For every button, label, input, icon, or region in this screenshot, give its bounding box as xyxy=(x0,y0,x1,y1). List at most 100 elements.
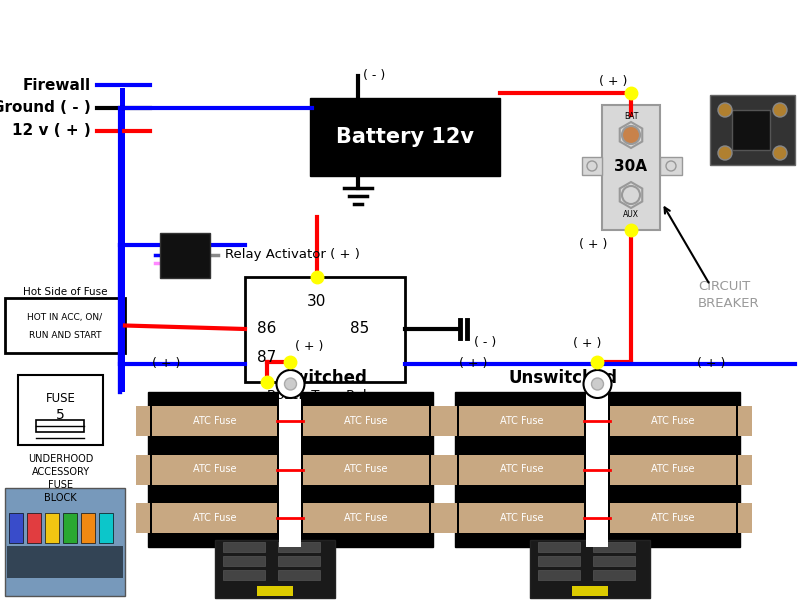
Bar xyxy=(310,98,499,176)
Bar xyxy=(136,406,150,436)
Text: ATC Fuse: ATC Fuse xyxy=(344,513,388,522)
Text: ( - ): ( - ) xyxy=(362,69,385,83)
Text: ATC Fuse: ATC Fuse xyxy=(650,416,694,426)
Bar xyxy=(609,454,735,484)
Text: ATC Fuse: ATC Fuse xyxy=(193,416,236,426)
Text: Unswitched: Unswitched xyxy=(508,369,617,387)
Bar xyxy=(279,392,301,547)
Text: ATC Fuse: ATC Fuse xyxy=(344,464,388,475)
Bar xyxy=(222,556,265,566)
Text: AUX: AUX xyxy=(622,211,638,219)
Bar xyxy=(609,503,735,533)
Bar xyxy=(430,454,444,484)
Bar xyxy=(99,513,113,543)
Bar xyxy=(303,503,429,533)
Text: BAT: BAT xyxy=(623,112,638,121)
Bar xyxy=(709,95,794,165)
Text: ( - ): ( - ) xyxy=(474,336,495,350)
Bar xyxy=(152,406,277,436)
Bar xyxy=(731,110,769,150)
Text: HOT IN ACC, ON/: HOT IN ACC, ON/ xyxy=(27,313,103,323)
Text: 85: 85 xyxy=(350,321,369,336)
Circle shape xyxy=(772,146,786,160)
Bar xyxy=(601,105,659,230)
Text: Bosch Type Relay: Bosch Type Relay xyxy=(267,390,382,402)
Bar xyxy=(585,392,608,547)
Bar xyxy=(442,503,456,533)
Circle shape xyxy=(583,370,611,398)
Bar xyxy=(120,88,124,392)
Text: ATC Fuse: ATC Fuse xyxy=(344,416,388,426)
Circle shape xyxy=(622,186,639,204)
Text: ( + ): ( + ) xyxy=(578,239,606,251)
Circle shape xyxy=(772,103,786,117)
Bar xyxy=(459,454,584,484)
Text: Relay Activator ( + ): Relay Activator ( + ) xyxy=(225,248,360,262)
Text: ( + ): ( + ) xyxy=(152,358,180,370)
Bar xyxy=(278,542,320,552)
Text: Hot Side of Fuse: Hot Side of Fuse xyxy=(22,287,107,297)
Bar xyxy=(609,406,735,436)
Bar xyxy=(27,513,41,543)
Bar xyxy=(737,406,751,436)
Text: Battery 12v: Battery 12v xyxy=(336,127,474,147)
Bar xyxy=(5,298,124,353)
Bar xyxy=(160,233,210,278)
Circle shape xyxy=(276,370,304,398)
Bar xyxy=(430,406,444,436)
Text: BLOCK: BLOCK xyxy=(44,493,77,503)
Bar xyxy=(593,542,634,552)
Text: ATC Fuse: ATC Fuse xyxy=(193,513,236,522)
Text: ( + ): ( + ) xyxy=(695,358,724,370)
Bar xyxy=(278,570,320,580)
Circle shape xyxy=(717,146,731,160)
Bar xyxy=(571,586,607,596)
Bar xyxy=(245,277,405,382)
Bar xyxy=(7,546,123,578)
Text: ACCESSORY: ACCESSORY xyxy=(31,467,89,477)
Text: 30: 30 xyxy=(307,295,326,309)
Bar xyxy=(537,570,579,580)
Text: ATC Fuse: ATC Fuse xyxy=(193,464,236,475)
Text: ATC Fuse: ATC Fuse xyxy=(650,513,694,522)
Bar xyxy=(442,406,456,436)
Bar xyxy=(5,488,124,596)
Text: 87: 87 xyxy=(257,350,276,364)
Bar xyxy=(278,556,320,566)
Bar xyxy=(303,454,429,484)
Bar xyxy=(659,157,681,175)
Text: 5: 5 xyxy=(56,408,65,422)
Text: 30A: 30A xyxy=(613,159,646,175)
Bar xyxy=(454,392,739,547)
Bar xyxy=(459,503,584,533)
Bar xyxy=(45,513,59,543)
Text: ( + ): ( + ) xyxy=(296,341,324,353)
Bar xyxy=(593,556,634,566)
Text: ATC Fuse: ATC Fuse xyxy=(499,464,543,475)
Bar xyxy=(152,503,277,533)
Bar xyxy=(529,540,649,598)
Text: ( + ): ( + ) xyxy=(459,358,487,370)
Circle shape xyxy=(622,126,639,144)
Bar xyxy=(222,542,265,552)
Text: ATC Fuse: ATC Fuse xyxy=(499,416,543,426)
Bar xyxy=(222,570,265,580)
Bar xyxy=(136,503,150,533)
Bar xyxy=(18,375,103,445)
Bar xyxy=(63,513,77,543)
Bar xyxy=(581,157,601,175)
Bar xyxy=(737,503,751,533)
Bar xyxy=(148,392,433,547)
Bar xyxy=(737,454,751,484)
Bar xyxy=(81,513,95,543)
Bar xyxy=(537,556,579,566)
Text: ATC Fuse: ATC Fuse xyxy=(650,464,694,475)
Text: FUSE: FUSE xyxy=(48,480,73,490)
Text: ( + ): ( + ) xyxy=(573,338,601,350)
Bar xyxy=(593,570,634,580)
Text: Ground ( - ): Ground ( - ) xyxy=(0,100,91,115)
Bar xyxy=(430,503,444,533)
Text: 12 v ( + ): 12 v ( + ) xyxy=(12,123,91,138)
Bar xyxy=(36,420,84,432)
Text: UNDERHOOD: UNDERHOOD xyxy=(28,454,93,464)
